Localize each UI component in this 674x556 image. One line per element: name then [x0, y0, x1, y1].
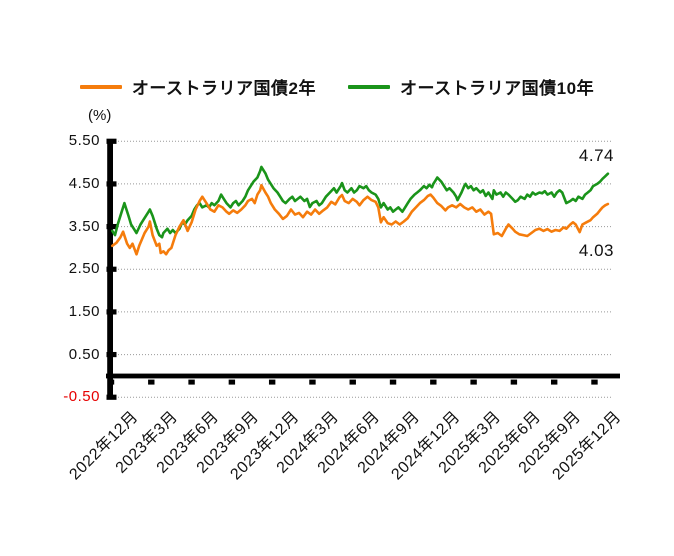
series-line-2y	[111, 183, 610, 256]
end-value-label-2y: 4.03	[578, 240, 614, 260]
y-axis-line	[107, 139, 113, 400]
x-tick	[107, 379, 115, 385]
legend-swatch-2y-line	[79, 84, 122, 89]
x-tick	[470, 379, 477, 385]
x-tick	[510, 379, 518, 385]
legend-swatch-10y-line	[348, 84, 391, 89]
x-tick	[591, 379, 598, 385]
y-axis-label: 5.50	[68, 132, 100, 150]
x-tick	[389, 379, 397, 385]
y-axis-label: 2.50	[68, 260, 100, 278]
x-tick	[309, 379, 316, 385]
legend-label-10y: オーストラリア国債10年	[400, 79, 595, 98]
x-tick	[349, 379, 356, 385]
y-axis-label: 3.50	[68, 217, 100, 235]
y-axis-label: -0.50	[63, 388, 100, 406]
legend-label-2y: オーストラリア国債2年	[131, 79, 317, 98]
legend-item-2y: オーストラリア国債2年	[79, 74, 317, 99]
x-axis-line	[106, 373, 620, 379]
y-axis-label: 1.50	[68, 302, 100, 320]
x-tick	[228, 379, 236, 385]
legend-item-10y: オーストラリア国債10年	[348, 74, 594, 99]
y-axis-label: 4.50	[68, 174, 100, 192]
x-tick	[188, 379, 195, 385]
x-tick	[268, 379, 276, 385]
x-tick	[550, 379, 558, 385]
x-tick	[430, 379, 437, 385]
end-value-label-10y: 4.74	[578, 145, 614, 165]
x-tick	[148, 379, 155, 385]
y-axis-label: 0.50	[68, 345, 100, 363]
y-axis-unit-label: (%)	[88, 107, 112, 124]
legend: オーストラリア国債2年 オーストラリア国債10年	[0, 74, 674, 99]
